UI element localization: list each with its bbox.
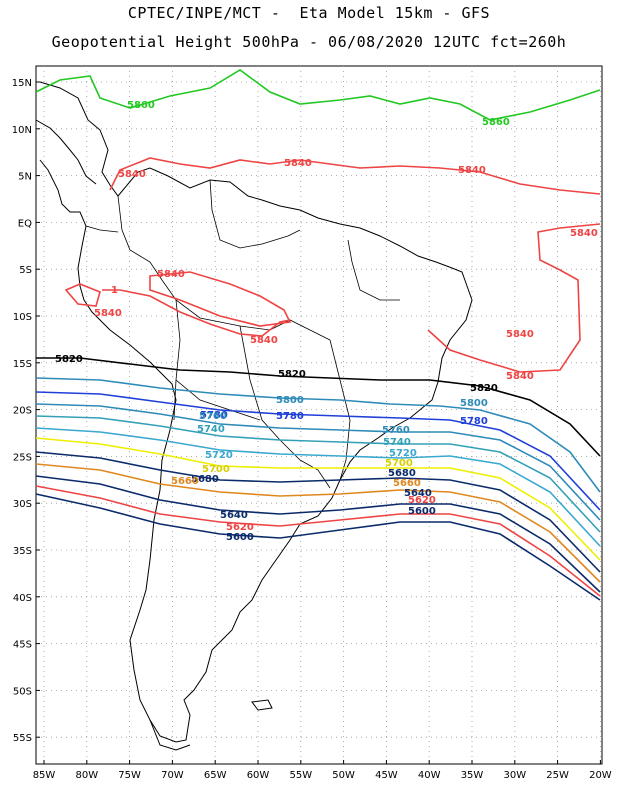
- label-1: 1: [111, 285, 118, 296]
- label-5740-b: 5740: [383, 437, 411, 448]
- contour-5840-east: [427, 223, 601, 373]
- lat-tick-label: 25S: [13, 452, 32, 463]
- axis-ticks: 15N 10N 5N EQ 5S 10S 15S 20S 25S 30S 35S 40S 45S 50S 5…: [12, 78, 612, 781]
- lat-tick-label: 30S: [13, 499, 32, 510]
- contour-5820: [36, 357, 601, 457]
- lat-tick-label: 15N: [12, 78, 32, 89]
- label-5700-b: 5700: [385, 458, 413, 469]
- lon-tick-label: 50W: [332, 770, 355, 781]
- label-5760-b: 5760: [382, 425, 410, 436]
- label-5840-i: 5840: [506, 371, 534, 382]
- label-5840-b: 5840: [284, 158, 312, 169]
- label-5780-b: 5780: [276, 411, 304, 422]
- lon-tick-label: 40W: [418, 770, 441, 781]
- label-5840-f: 5840: [94, 308, 122, 319]
- label-5860-a: 5860: [127, 100, 155, 111]
- contour-5660: [35, 463, 601, 583]
- lat-tick-label: 10S: [13, 312, 32, 323]
- contour-5840-west: [64, 283, 101, 307]
- lon-tick-label: 55W: [289, 770, 312, 781]
- lat-tick-label: 15S: [13, 359, 32, 370]
- label-5620-b: 5620: [408, 495, 436, 506]
- label-5720-b: 5720: [389, 448, 417, 459]
- southern-tip: [149, 719, 191, 751]
- contour-5840-main: [109, 157, 601, 195]
- label-5820-c: 5820: [470, 383, 498, 394]
- contour-5720: [35, 427, 601, 547]
- lon-tick-label: 75W: [118, 770, 141, 781]
- falkland-islands: [251, 699, 273, 711]
- lat-tick-label: 5N: [18, 172, 32, 183]
- label-5640-a: 5640: [220, 510, 248, 521]
- lon-tick-label: 30W: [503, 770, 526, 781]
- label-5660-a: 5660: [171, 476, 199, 487]
- label-5840-h: 5840: [506, 329, 534, 340]
- contour-5700: [35, 437, 601, 561]
- label-5780-a: 5780: [200, 410, 228, 421]
- label-5800-b: 5800: [460, 398, 488, 409]
- label-5840-a: 5840: [118, 169, 146, 180]
- lon-tick-label: 85W: [33, 770, 56, 781]
- lon-tick-label: 35W: [461, 770, 484, 781]
- contour-5740: [35, 415, 601, 533]
- label-5600-a: 5600: [226, 532, 254, 543]
- lat-tick-label: EQ: [18, 218, 32, 229]
- lat-tick-label: 5S: [19, 265, 32, 276]
- label-5760-a: 5760: [199, 411, 227, 422]
- label-5720-a: 5720: [205, 450, 233, 461]
- lon-tick-label: 65W: [204, 770, 227, 781]
- contour-5640: [35, 475, 601, 593]
- contour-5760: [35, 403, 601, 521]
- lat-tick-label: 40S: [13, 593, 32, 604]
- label-5860-b: 5860: [482, 117, 510, 128]
- lat-tick-label: 20S: [13, 406, 32, 417]
- lon-tick-label: 45W: [375, 770, 398, 781]
- lat-tick-label: 45S: [13, 640, 32, 651]
- lon-tick-label: 25W: [546, 770, 569, 781]
- label-5800-a: 5800: [276, 395, 304, 406]
- contour-5680: [35, 451, 601, 573]
- lat-tick-label: 55S: [13, 733, 32, 744]
- contour-labels: 5860 5860 5840 5840 5840 5840 5840 5840 …: [55, 100, 598, 543]
- map-frame: [35, 65, 603, 765]
- label-5820-b: 5820: [278, 369, 306, 380]
- coastlines: [35, 81, 473, 751]
- label-5840-e: 5840: [157, 269, 185, 280]
- lat-tick-label: 50S: [13, 686, 32, 697]
- lat-tick-label: 35S: [13, 546, 32, 557]
- contour-5840-loop: [149, 271, 292, 327]
- central-america-coast: [35, 119, 97, 185]
- contour-5780: [35, 391, 601, 511]
- label-5740-a: 5740: [197, 424, 225, 435]
- contour-5840-south: [102, 289, 291, 337]
- label-5680-b: 5680: [388, 468, 416, 479]
- label-5820-a: 5820: [55, 354, 83, 365]
- south-america-coast: [39, 81, 473, 743]
- lon-tick-label: 70W: [161, 770, 184, 781]
- label-5780-c: 5780: [460, 416, 488, 427]
- label-5840-d: 5840: [570, 228, 598, 239]
- contour-5600: [35, 493, 601, 601]
- lat-tick-label: 10N: [12, 125, 32, 136]
- lon-tick-label: 80W: [75, 770, 98, 781]
- contour-5620: [35, 485, 601, 597]
- lon-tick-label: 20W: [589, 770, 612, 781]
- lon-tick-label: 60W: [247, 770, 270, 781]
- label-5640-b: 5640: [404, 488, 432, 499]
- label-5840-g: 5840: [250, 335, 278, 346]
- contour-lines: [35, 69, 601, 601]
- label-5660-b: 5660: [393, 478, 421, 489]
- contour-5860: [35, 69, 601, 121]
- label-5620-a: 5620: [226, 522, 254, 533]
- label-5700-a: 5700: [202, 464, 230, 475]
- chart-subtitle: Geopotential Height 500hPa - 06/08/2020 …: [51, 33, 567, 51]
- country-borders: [85, 179, 400, 489]
- label-5680-a: 5680: [191, 474, 219, 485]
- label-5840-c: 5840: [458, 165, 486, 176]
- contour-5800: [35, 377, 601, 493]
- label-5600-b: 5600: [408, 506, 436, 517]
- chart-title: CPTEC/INPE/MCT - Eta Model 15km - GFS: [127, 4, 491, 22]
